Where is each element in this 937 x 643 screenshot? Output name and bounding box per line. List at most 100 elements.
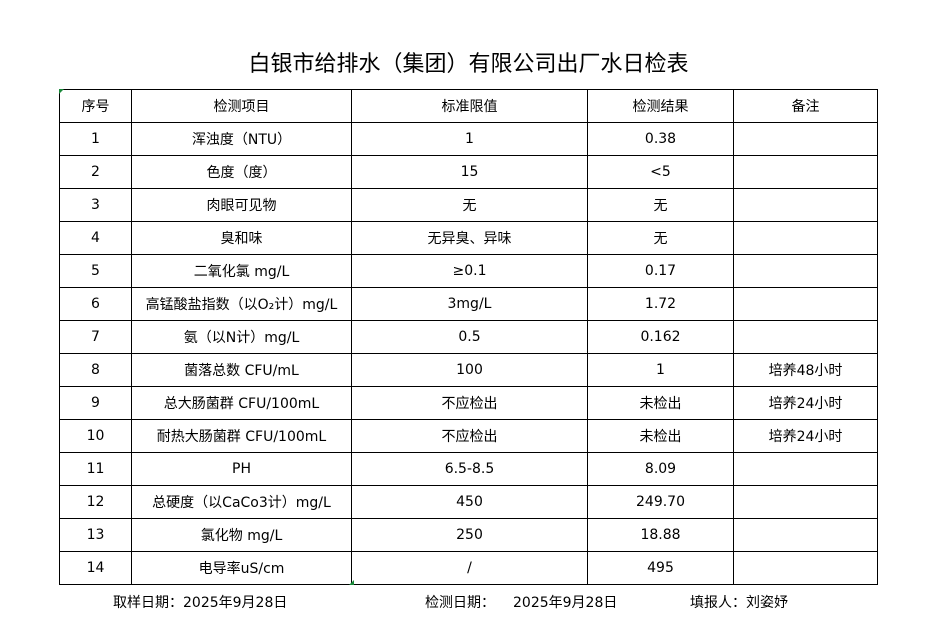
cell-standard: 无异臭、异味 [351,221,588,255]
cell-standard: 6.5-8.5 [351,452,588,486]
table-row: 4 臭和味 无异臭、异味无 [59,221,878,255]
label: 填报人： [690,595,746,611]
column-header: 标准限值 [351,89,588,123]
cell-result: 249.70 [587,485,734,519]
cell-no: 2 [59,155,132,189]
cell-result: 0.17 [587,254,734,288]
cell-result: 1 [587,353,734,387]
cell-item: 高锰酸盐指数（以O₂计）mg/L [131,287,352,321]
table-row: 14 电导率uS/cm/495 [59,551,878,585]
cell-no: 8 [59,353,132,387]
cell-result: 无 [587,188,734,222]
cell-standard: 100 [351,353,588,387]
table-row: 12 总硬度（以CaCo3计）mg/L 450 249.70 [59,485,878,519]
cell-no: 9 [59,386,132,420]
cell-result: 0.162 [587,320,734,354]
cell-no: 4 [59,221,132,255]
cell-item: 耐热大肠菌群 CFU/100mL [131,419,352,453]
cell-item: 氯化物 mg/L [131,518,352,552]
title: 白银市给排水（集团）有限公司出厂水日检表 [248,52,689,77]
cell-standard: 3mg/L [351,287,588,321]
sampling-date: 取样日期：2025年9月28日 [113,592,287,612]
table-row: 1 浑浊度（NTU） 1 0.38 [59,122,878,156]
cell-standard: 1 [351,122,588,156]
cell-result: 未检出 [587,419,734,453]
cell-no: 10 [59,419,132,453]
table-row: 2 色度（度） 15 <5 [59,155,878,189]
cell-item: 总硬度（以CaCo3计）mg/L [131,485,352,519]
cell-result: 无 [587,221,734,255]
cell-no: 11 [59,452,132,486]
testing-label: 检测日期： [425,595,495,611]
date: 2025年9月28日 [183,595,288,611]
cell-remark: 培养24小时 [733,419,878,453]
cell-no: 13 [59,518,132,552]
name: 刘姿妤 [746,595,788,611]
column-header: 检测结果 [587,89,734,123]
cell-remark [733,287,878,321]
cell-result: 8.09 [587,452,734,486]
cell-standard: 450 [351,485,588,519]
corner-mark [59,89,64,94]
cell-no: 7 [59,320,132,354]
cell-item: 浑浊度（NTU） [131,122,352,156]
cell-item: 氨（以N计）mg/L [131,320,352,354]
table-row: 8 菌落总数 CFU/mL 100 1 培养48小时 [59,353,878,387]
cell-standard: 15 [351,155,588,189]
cell-remark [733,452,878,486]
cell-item: 色度（度） [131,155,352,189]
table-row: 5 二氧化氯 mg/L ≥0.1 0.17 [59,254,878,288]
cell-item: 电导率uS/cm [131,551,352,585]
cell-standard: 无 [351,188,588,222]
cell-result: 0.38 [587,122,734,156]
cell-item: 菌落总数 CFU/mL [131,353,352,387]
table-row: 10 耐热大肠菌群 CFU/100mL 不应检出 未检出 培养24小时 [59,419,878,453]
cell-remark [733,551,878,585]
testing-date: 2025年9月28日 [513,595,618,611]
cell-result: 495 [587,551,734,585]
cell-item: 总大肠菌群 CFU/100mL [131,386,352,420]
cell-remark [733,320,878,354]
cell-remark: 培养48小时 [733,353,878,387]
cell-result: <5 [587,155,734,189]
cell-remark [733,188,878,222]
cell-no: 3 [59,188,132,222]
cell-result: 1.72 [587,287,734,321]
table-row: 9 总大肠菌群 CFU/100mL 不应检出 未检出 培养24小时 [59,386,878,420]
column-header: 序号 [59,89,132,123]
table-row: 7 氨（以N计）mg/L 0.5 0.162 [59,320,878,354]
cell-item: 肉眼可见物 [131,188,352,222]
cell-standard: 不应检出 [351,419,588,453]
cell-remark [733,221,878,255]
cell-no: 12 [59,485,132,519]
table-row: 11 PH 6.5-8.5 8.09 [59,452,878,486]
corner-mark [349,580,354,585]
cell-no: 1 [59,122,132,156]
cell-item: PH [131,452,352,486]
cell-item: 二氧化氯 mg/L [131,254,352,288]
cell-result: 18.88 [587,518,734,552]
column-header: 备注 [733,89,878,123]
cell-standard: 250 [351,518,588,552]
cell-remark: 培养24小时 [733,386,878,420]
cell-remark [733,155,878,189]
table-row: 6 高锰酸盐指数（以O₂计）mg/L 3mg/L 1.72 [59,287,878,321]
cell-remark [733,518,878,552]
inspection-table: 序号 检测项目 标准限值 检测结果 备注 1 浑浊度（NTU） 1 0.38 2 色度（度） 15 <… [59,89,878,585]
cell-standard: 0.5 [351,320,588,354]
cell-no: 6 [59,287,132,321]
cell-standard: / [351,551,588,585]
cell-item: 臭和味 [131,221,352,255]
label: 取样日期： [113,595,183,611]
cell-result: 未检出 [587,386,734,420]
table-row: 13 氯化物 mg/L 250 18.88 [59,518,878,552]
table-row: 3 肉眼可见物无无 [59,188,878,222]
reporter: 填报人：刘姿妤 [690,592,788,612]
cell-no: 5 [59,254,132,288]
cell-remark [733,254,878,288]
cell-remark [733,122,878,156]
cell-no: 14 [59,551,132,585]
cell-standard: 不应检出 [351,386,588,420]
column-header: 检测项目 [131,89,352,123]
